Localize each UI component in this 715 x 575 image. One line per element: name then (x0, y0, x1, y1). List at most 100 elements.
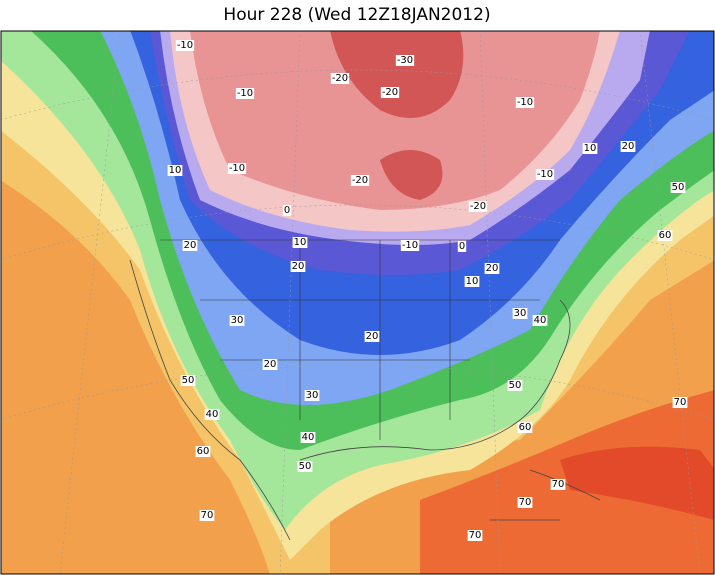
label-box (620, 141, 636, 152)
label-box (300, 432, 316, 443)
contour-labels: -10 -30 -20 -10 -20 -10 10 20 10 -10 -20 -10 50 0 -20 6… (167, 40, 688, 541)
boundaries (129, 239, 601, 541)
contour-label: 30 (306, 390, 319, 401)
band-red-orange (420, 390, 714, 574)
contour-label: 0 (459, 241, 465, 252)
label-box (182, 240, 198, 251)
contour-label: 70 (674, 397, 687, 408)
label-box (517, 497, 533, 508)
graticule (1, 31, 714, 574)
contour-label: 60 (197, 446, 210, 457)
contour-label: -10 (402, 240, 418, 251)
label-box (467, 530, 483, 541)
contour-label: -10 (237, 88, 253, 99)
contour-label: 50 (509, 380, 522, 391)
label-box (670, 182, 686, 193)
label-box (199, 510, 215, 521)
contour-label: -30 (397, 55, 413, 66)
label-box (235, 88, 255, 99)
contour-label: 10 (169, 165, 182, 176)
band-dark-orange (560, 446, 714, 520)
label-box (297, 461, 313, 472)
label-box (515, 97, 535, 108)
contour-label: -10 (537, 169, 553, 180)
label-box (180, 375, 196, 386)
contour-label: 40 (302, 432, 315, 443)
contour-label: -10 (517, 97, 533, 108)
band-orange-left (1, 250, 160, 574)
label-box (672, 397, 688, 408)
label-box (582, 143, 598, 154)
label-box (364, 331, 380, 342)
label-box (304, 390, 320, 401)
contour-label: 50 (299, 461, 312, 472)
label-box (290, 261, 306, 272)
label-box (457, 241, 467, 252)
contour-label: 60 (659, 230, 672, 241)
band-red (330, 31, 464, 118)
latitudes (1, 69, 714, 420)
label-box (507, 380, 523, 391)
contour-label: 70 (469, 530, 482, 541)
contour-label: 70 (552, 479, 565, 490)
label-box (657, 230, 673, 241)
band-red-2 (380, 150, 443, 200)
contour-label: -20 (382, 87, 398, 98)
contour-label: 20 (264, 359, 277, 370)
label-box (195, 446, 211, 457)
contour-label: 10 (294, 237, 307, 248)
contour-label: 0 (284, 205, 290, 216)
label-box (395, 55, 415, 66)
state-lines (160, 239, 560, 440)
contour-label: -20 (332, 73, 348, 84)
contour-label: 20 (622, 141, 635, 152)
label-box (464, 276, 480, 287)
contour-label: 10 (466, 276, 479, 287)
contour-label: 30 (514, 308, 527, 319)
label-box (468, 201, 488, 212)
contour-label: 70 (201, 510, 214, 521)
contour-label: -10 (229, 163, 245, 174)
label-box (350, 175, 370, 186)
contour-label: 10 (584, 143, 597, 154)
map-frame (0, 30, 715, 575)
contour-label: -20 (352, 175, 368, 186)
label-box (167, 165, 183, 176)
label-box (282, 205, 292, 216)
contour-label: 70 (519, 497, 532, 508)
contour-label: 40 (534, 315, 547, 326)
label-box (535, 169, 555, 180)
temperature-field (1, 31, 714, 574)
label-box (400, 240, 420, 251)
band-salmon (190, 31, 600, 210)
label-box (550, 479, 566, 490)
contour-label: 30 (231, 315, 244, 326)
contour-label: 60 (519, 422, 532, 433)
contour-label: 50 (672, 182, 685, 193)
coast-gulf (299, 299, 571, 461)
label-box (175, 40, 195, 51)
contour-label: -20 (470, 201, 486, 212)
coast-west (129, 259, 291, 541)
contour-label: 20 (486, 263, 499, 274)
label-box (517, 422, 533, 433)
label-box (484, 263, 500, 274)
contour-label: 20 (184, 240, 197, 251)
label-box (330, 73, 350, 84)
label-box (262, 359, 278, 370)
label-box (380, 87, 400, 98)
contour-label: 50 (182, 375, 195, 386)
label-box (292, 237, 308, 248)
label-box (512, 308, 528, 319)
label-box (204, 409, 220, 420)
map-title: Hour 228 (Wed 12Z18JAN2012) (223, 5, 490, 25)
contour-label: 20 (292, 261, 305, 272)
label-box (532, 315, 548, 326)
contour-label: -10 (177, 40, 193, 51)
label-box (227, 163, 247, 174)
contour-label: 40 (206, 409, 219, 420)
contour-label: 20 (366, 331, 379, 342)
label-box (229, 315, 245, 326)
